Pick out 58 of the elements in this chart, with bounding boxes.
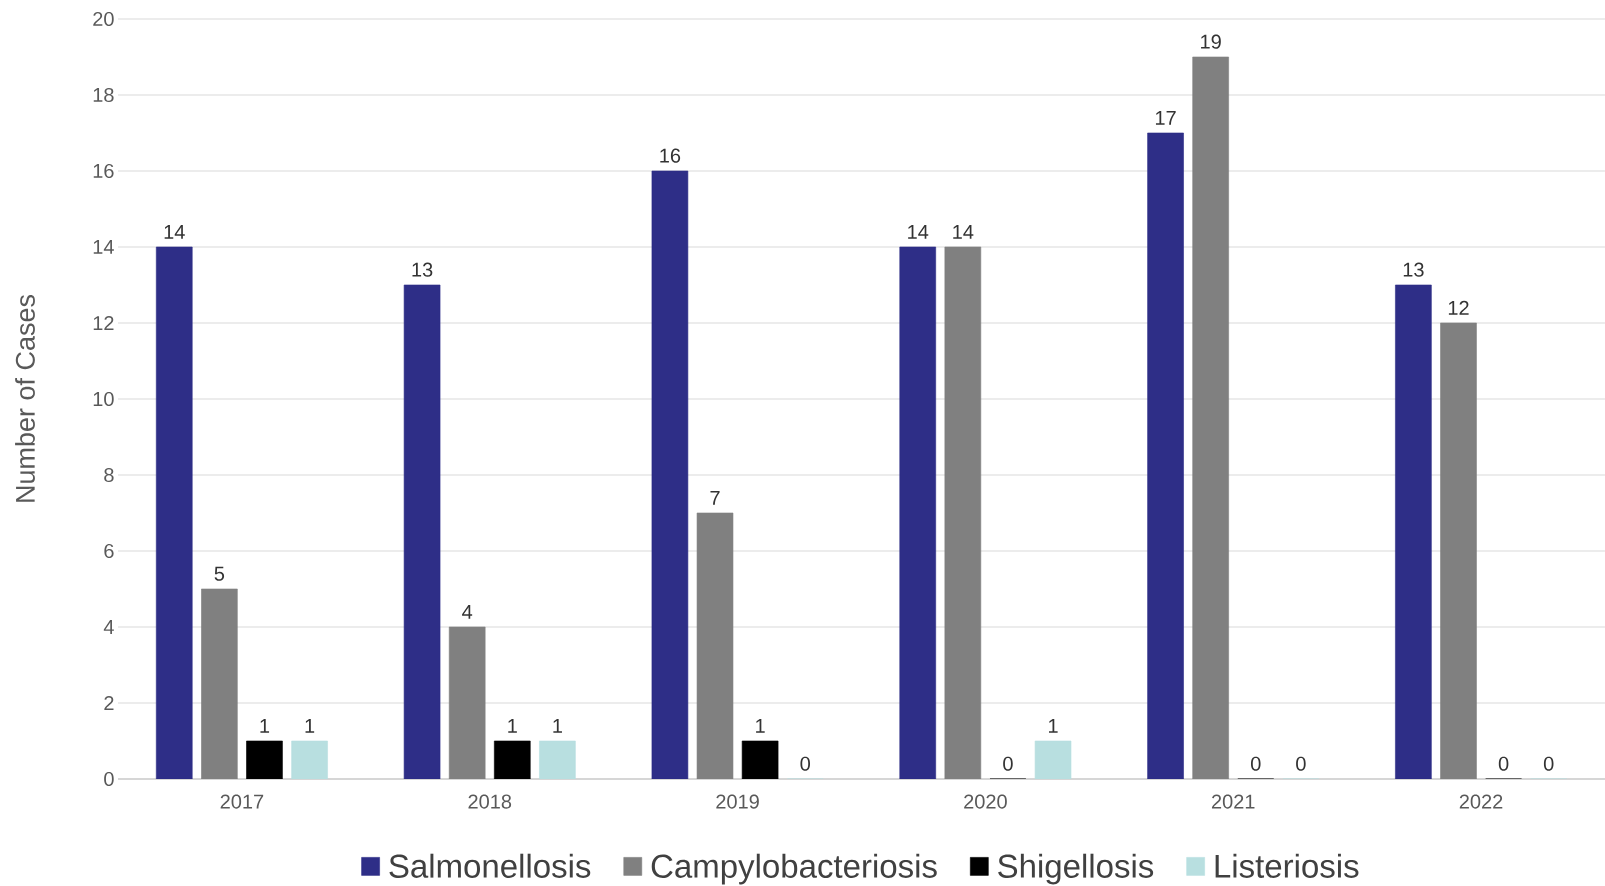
x-tick-label: 2022 [1459,794,1503,809]
data-label: 14 [164,225,185,239]
y-tick-label: 16 [93,163,114,179]
y-tick-label: 0 [104,771,114,787]
y-tick-label: 2 [104,696,114,710]
data-label: 4 [462,605,473,619]
data-label: 1 [305,719,315,733]
y-tick-label: 12 [93,316,114,330]
data-label: 16 [660,148,681,163]
y-tick-label: 14 [93,240,114,254]
data-label: 0 [1498,756,1509,771]
data-label: 13 [412,262,433,277]
y-tick-label: 4 [103,620,114,634]
data-label: 14 [953,225,974,239]
bar [448,626,486,779]
bar [944,246,982,779]
data-label: 14 [908,225,929,239]
bar [1034,740,1072,779]
bar [741,740,779,779]
y-tick-label: 8 [104,467,114,483]
data-label: 5 [214,566,225,581]
y-tick-label: 10 [93,391,114,407]
y-axis-title: Number of Cases [15,294,35,502]
bar [696,512,734,779]
data-label: 19 [1201,34,1221,49]
legend-label: Shigellosis [998,853,1154,885]
data-label: 1 [508,719,517,733]
x-tick-label: 2017 [220,794,264,809]
y-tick-label: 18 [93,87,114,103]
data-label: 1 [1049,719,1058,733]
legend-label: Campylobacteriosis [651,853,937,885]
legend-label: Salmonellosis [389,853,591,878]
data-label: 1 [260,719,270,733]
data-label: 13 [1403,262,1424,277]
y-tick-label: 20 [93,11,114,27]
data-label: 0 [800,756,811,771]
bar [1192,56,1229,779]
bar [1440,322,1477,779]
x-tick-label: 2018 [468,794,512,809]
data-label: 0 [1003,756,1013,771]
data-label: 0 [1543,756,1554,771]
bar [201,588,238,779]
data-label: 7 [710,491,720,505]
bar [246,740,283,779]
y-tick-label: 6 [104,543,114,559]
data-label: 12 [1448,300,1469,315]
x-tick-label: 2021 [1211,794,1255,809]
data-label: 1 [553,719,562,733]
bar [291,740,328,779]
data-label: 0 [1296,756,1306,771]
x-tick-label: 2020 [964,794,1007,809]
data-label: 17 [1155,111,1176,125]
data-label: 1 [756,719,765,733]
bar [539,740,576,779]
data-label: 0 [1250,756,1261,771]
x-tick-label: 2019 [716,794,759,809]
legend-label: Listeriosis [1215,853,1359,878]
bar [494,740,531,779]
